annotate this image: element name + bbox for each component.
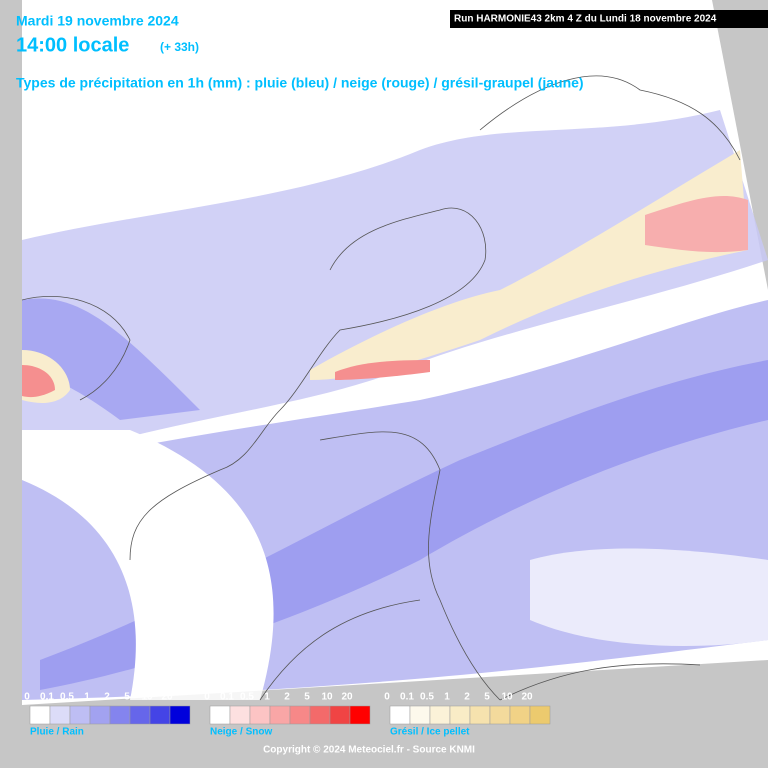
ice-area [310,150,748,380]
legend-tick-label: 0.5 [240,692,254,703]
legend-swatch [429,705,451,725]
legend-swatch [389,705,411,725]
border [499,663,701,701]
legend-tick-label: 5 [124,692,130,703]
date: Mardi 19 novembre 2024 [16,13,179,29]
legend-tick-label: 5 [484,692,490,703]
legend-tick-label: 20 [521,692,533,703]
legend-tick-label: 0.5 [60,692,74,703]
rain-area [22,298,200,420]
legend-swatch [69,705,91,725]
legend-tick-label: 0 [204,692,210,703]
legend-tick-label: 0.1 [400,692,414,703]
legend-tick-label: 0 [384,692,390,703]
legend-tick-label: 0.1 [220,692,234,703]
run-box [450,10,768,28]
time: 14:00 locale [16,34,129,56]
borders [21,75,741,701]
legend-tick-label: 10 [321,692,333,703]
legend-swatch [409,705,431,725]
run-info: Run HARMONIE43 2km 4 Z du Lundi 18 novem… [454,14,717,25]
legend-swatch [249,705,271,725]
legend-swatch [509,705,531,725]
snow-area [22,365,55,398]
legend-tick-label: 20 [161,692,173,703]
legend-tick-label: 0.5 [420,692,434,703]
legend-caption: Grésil / Ice pellet [390,727,470,738]
legend-tick-label: 0 [24,692,30,703]
legend-swatch [269,705,291,725]
legend-tick-label: 5 [304,692,310,703]
legend-tick-label: 1 [84,692,90,703]
legend-tick-label: 2 [464,692,470,703]
coastline [479,75,741,161]
legend-swatch [289,705,311,725]
rain-area [22,110,768,470]
coastline [129,207,487,561]
legend-tick-label: 20 [341,692,353,703]
legend-swatch [449,705,471,725]
legend-swatch [529,705,551,725]
legend-swatch [129,705,151,725]
legend-swatch [489,705,511,725]
legend-tick-label: 1 [444,692,450,703]
dry-area [22,430,274,700]
legend-swatch [29,705,51,725]
legend-tick-label: 1 [264,692,270,703]
legend-tick-label: 10 [141,692,153,703]
legend-caption: Pluie / Rain [30,727,84,738]
legend-swatch [169,705,191,725]
coastline [21,296,131,401]
legend-tick-label: 2 [284,692,290,703]
legend-tick-label: 0.1 [40,692,54,703]
rain-area [530,548,768,646]
legend-tick-label: 2 [104,692,110,703]
legend-swatch [109,705,131,725]
legend-caption: Neige / Snow [210,727,272,738]
legend-swatch [309,705,331,725]
border [259,599,421,701]
snow-area [645,195,748,253]
legend-swatch [349,705,371,725]
precipitation [22,110,768,700]
subtitle: Types de précipitation en 1h (mm) : plui… [16,75,584,91]
legend-swatch [329,705,351,725]
legend-swatch [229,705,251,725]
border [319,431,501,701]
legend-swatch [209,705,231,725]
legend-swatch [89,705,111,725]
legend-swatch [469,705,491,725]
offset: (+ 33h) [160,40,199,54]
legend-swatch [49,705,71,725]
legend-tick-label: 10 [501,692,513,703]
snow-area [335,360,430,380]
copyright: Copyright © 2024 Meteociel.fr - Source K… [263,745,475,756]
legend-swatch [149,705,171,725]
